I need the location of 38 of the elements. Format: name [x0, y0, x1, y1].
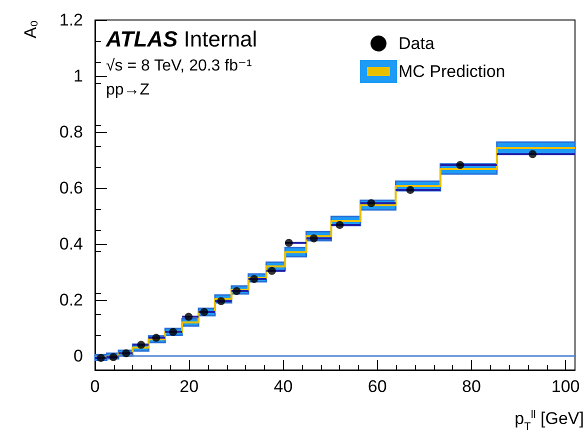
point	[137, 340, 146, 349]
y-axis-title: A₀	[21, 20, 40, 38]
annotation: pp→Z	[106, 82, 150, 98]
x-tick-label: 80	[462, 377, 481, 396]
point	[184, 312, 193, 321]
x-tick-label: 60	[368, 377, 387, 396]
y-tick-label: 0.8	[59, 122, 83, 142]
annotation: ATLAS Internal	[105, 26, 258, 52]
point	[109, 353, 118, 362]
point	[232, 287, 241, 296]
point	[367, 199, 376, 208]
point	[169, 328, 178, 336]
point	[406, 186, 414, 194]
point	[268, 266, 276, 275]
point	[250, 275, 258, 283]
point	[152, 334, 160, 342]
legend-label: Data	[398, 34, 435, 53]
y-tick-label: 0.4	[59, 234, 83, 254]
point	[336, 220, 344, 229]
point	[456, 161, 464, 170]
point	[284, 238, 293, 247]
x-tick-label: 40	[274, 377, 293, 396]
point	[528, 150, 537, 158]
annotation: √s = 8 TeV, 20.3 fb⁻¹	[106, 58, 252, 74]
y-tick-label: 0.2	[59, 290, 83, 310]
x-axis-title: p$_{T}$$^{ll}$ [GeV]	[514, 409, 584, 431]
legend-label: MC Prediction	[398, 62, 506, 81]
x-tick-label: 100	[551, 377, 580, 396]
y-tick-label: 1.2	[59, 10, 83, 30]
x-tick-label: 20	[180, 377, 199, 396]
x-tick-label: 0	[90, 377, 100, 396]
point	[310, 234, 318, 242]
point	[122, 349, 130, 358]
y-tick-label: 1	[74, 66, 83, 86]
y-tick-label: 0	[74, 346, 83, 366]
point	[217, 297, 226, 306]
y-tick-label: 0.6	[59, 178, 83, 198]
point	[200, 308, 208, 316]
